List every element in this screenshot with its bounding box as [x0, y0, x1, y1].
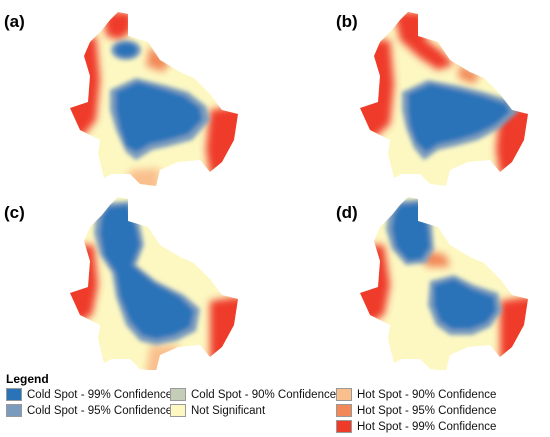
panel-label: (d)	[336, 203, 358, 222]
map-legend: Legend Cold Spot - 99% Confidence Cold S…	[0, 370, 550, 437]
hotspot-maps: (a)	[4, 12, 528, 370]
legend-item-hot-90: Hot Spot - 90% Confidence	[336, 388, 496, 401]
legend-item-hot-95: Hot Spot - 95% Confidence	[336, 404, 496, 417]
legend-item-cold-95: Cold Spot - 95% Confidence	[6, 404, 172, 417]
legend-item-label: Hot Spot - 90% Confidence	[357, 388, 497, 401]
legend-item-label: Hot Spot - 95% Confidence	[357, 404, 497, 417]
legend-title: Legend	[6, 372, 49, 386]
legend-swatch	[6, 388, 22, 401]
map-panel-b: (b)	[336, 12, 528, 186]
legend-swatch	[336, 388, 352, 401]
legend-item-label: Cold Spot - 90% Confidence	[191, 388, 337, 401]
legend-swatch	[336, 420, 352, 433]
legend-item-not-significant: Not Significant	[170, 404, 265, 417]
map-panel-c: (c)	[4, 197, 238, 370]
map-panel-a: (a)	[4, 12, 238, 186]
legend-swatch	[170, 404, 186, 417]
legend-swatch	[336, 404, 352, 417]
legend-item-hot-99: Hot Spot - 99% Confidence	[336, 420, 496, 433]
map-panel-d: (d)	[336, 197, 528, 370]
panel-label: (a)	[4, 12, 25, 31]
legend-swatch	[170, 388, 186, 401]
legend-item-cold-99: Cold Spot - 99% Confidence	[6, 388, 172, 401]
panel-label: (c)	[4, 203, 25, 222]
legend-item-label: Hot Spot - 99% Confidence	[357, 420, 497, 433]
legend-item-cold-90: Cold Spot - 90% Confidence	[170, 388, 336, 401]
legend-item-label: Not Significant	[191, 404, 266, 417]
legend-item-label: Cold Spot - 99% Confidence	[27, 388, 173, 401]
legend-swatch	[6, 404, 22, 417]
panel-label: (b)	[336, 12, 358, 31]
legend-item-label: Cold Spot - 95% Confidence	[27, 404, 173, 417]
